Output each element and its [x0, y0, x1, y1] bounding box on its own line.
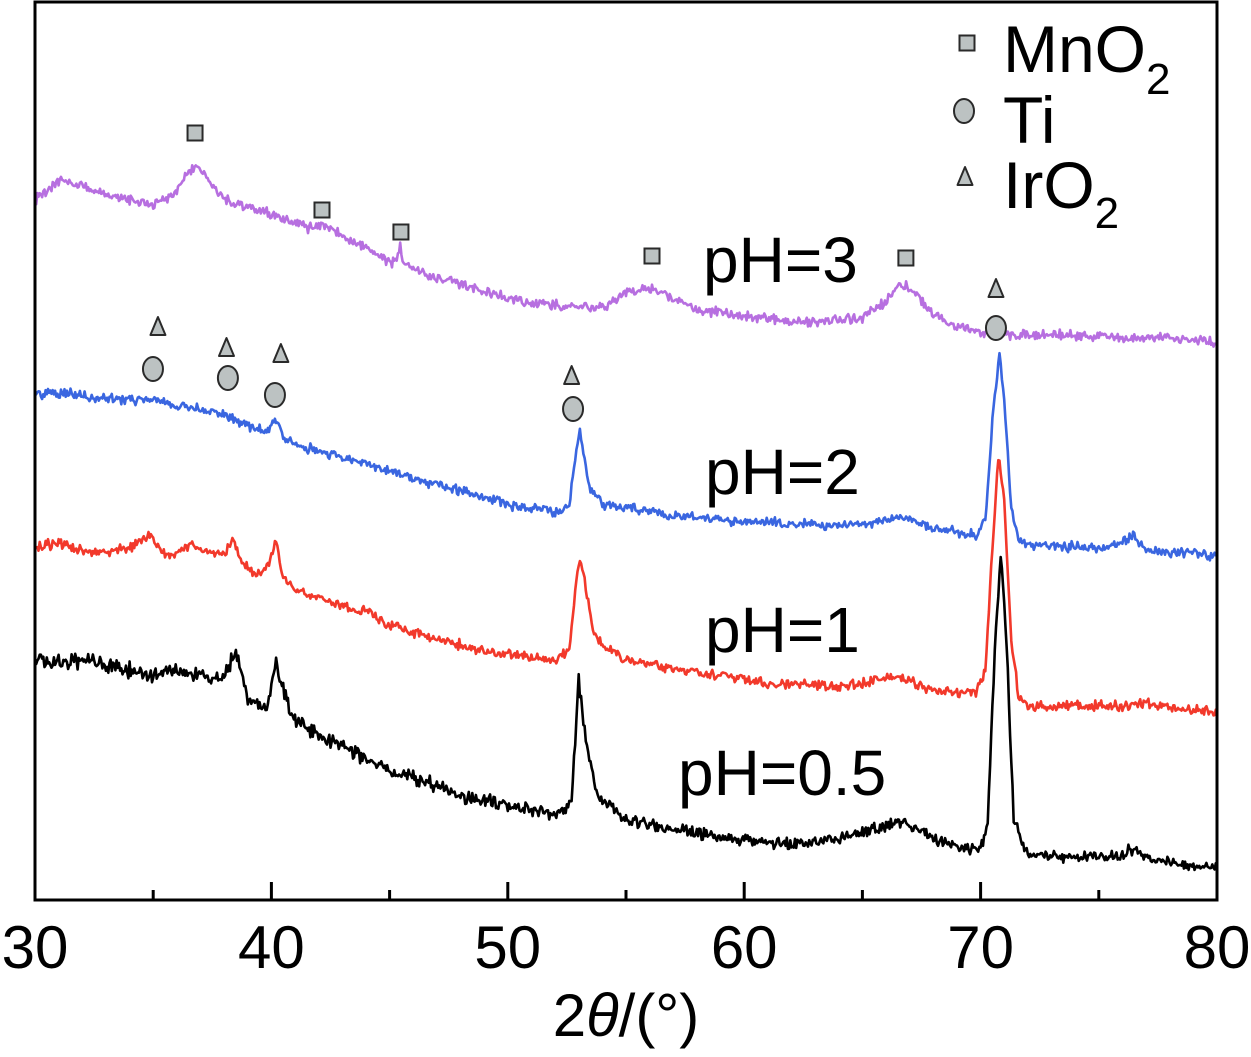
square-annotation-marker — [897, 249, 915, 267]
square-annotation-marker — [186, 124, 204, 142]
triangle-annotation-marker — [149, 316, 167, 336]
legend-entry-ti: Ti — [1003, 83, 1056, 157]
circle-annotation-marker — [216, 365, 239, 391]
series-line-ph-3 — [36, 164, 1216, 348]
x-axis-label: 2θ/(°) — [553, 982, 700, 1049]
x-tick-label-60: 60 — [711, 914, 778, 981]
series-line-ph-2 — [36, 351, 1216, 562]
x-tick-label-50: 50 — [474, 914, 541, 981]
legend: MnO2 Ti IrO2 — [953, 12, 1171, 238]
phase-markers — [141, 124, 1007, 422]
series-line-ph-0-5 — [36, 555, 1216, 872]
legend-circle-marker — [953, 98, 975, 124]
triangle-annotation-marker — [217, 337, 235, 357]
x-tick-label-80: 80 — [1184, 914, 1251, 981]
x-axis-label-unit: /(°) — [619, 982, 700, 1049]
triangle-annotation-marker — [563, 365, 581, 385]
x-axis-label-prefix: 2 — [553, 982, 586, 1049]
square-annotation-marker — [643, 247, 661, 265]
square-annotation-marker — [313, 201, 331, 219]
circle-annotation-marker — [263, 382, 286, 408]
legend-entry-mno2: MnO2 — [1003, 12, 1171, 104]
series-layer — [36, 164, 1216, 872]
series-label-ph-0-5: pH=0.5 — [678, 737, 886, 809]
series-label-ph-2: pH=2 — [705, 436, 860, 508]
x-axis-label-theta: θ — [586, 982, 619, 1049]
legend-subscript-mno2: 2 — [1146, 55, 1170, 104]
x-tick-label-40: 40 — [238, 914, 305, 981]
legend-label-iro2: IrO — [1003, 148, 1095, 222]
square-annotation-marker — [392, 223, 410, 241]
circle-annotation-marker — [141, 356, 164, 382]
series-line-ph-1 — [36, 458, 1216, 717]
x-axis-ticks: 30 40 50 60 70 80 — [2, 882, 1251, 981]
legend-triangle-marker — [956, 166, 974, 186]
legend-square-marker — [958, 34, 976, 52]
circle-annotation-marker — [562, 396, 585, 422]
legend-label-mno2: MnO — [1003, 12, 1146, 86]
series-label-ph-1: pH=1 — [705, 594, 860, 666]
x-tick-label-70: 70 — [947, 914, 1014, 981]
legend-subscript-iro2: 2 — [1095, 189, 1119, 238]
legend-entry-iro2: IrO2 — [1003, 148, 1119, 238]
x-tick-label-30: 30 — [2, 914, 69, 981]
legend-label-ti: Ti — [1003, 83, 1056, 157]
circle-annotation-marker — [984, 315, 1007, 341]
triangle-annotation-marker — [987, 278, 1005, 298]
triangle-annotation-marker — [272, 343, 290, 363]
series-label-ph-3: pH=3 — [703, 224, 858, 296]
